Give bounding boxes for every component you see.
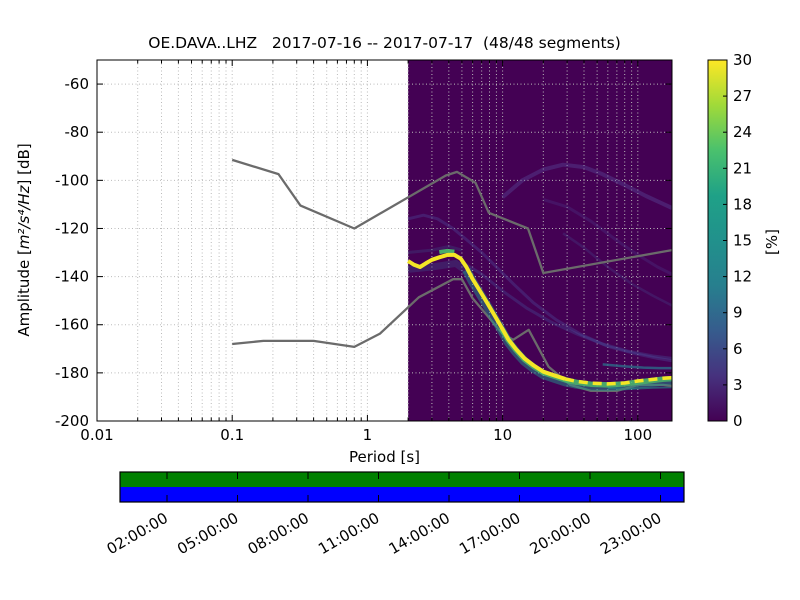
y-tick-label: -60 (65, 75, 90, 93)
x-tick-label: 10 (493, 426, 512, 444)
y-axis-label-units: m²/s⁴/Hz (15, 185, 33, 250)
colorbar-tick-label: 24 (733, 123, 752, 141)
psd-spread-trace (501, 162, 672, 210)
colorbar-tick-label: 18 (733, 195, 752, 213)
timeline-blue-band (120, 487, 684, 502)
ridge-yellow-dashes (564, 375, 672, 386)
colorbar-ticks: 0 3 6 9 12 15 18 21 24 27 30 (723, 51, 752, 430)
axes-border (96, 59, 673, 422)
axes-tick-labels: 0.01 0.1 1 10 100 -60 -80 -100 -120 -140 -160 -180 -… (55, 75, 652, 444)
time-tick-label: 17:00:00 (456, 509, 523, 558)
psd-spread-trace (542, 198, 672, 276)
colorbar-tick-label: 15 (733, 232, 752, 250)
psd-spread-trace (461, 260, 672, 360)
timeline-bar: 02:00:00 05:00:00 08:00:00 11:00:00 14:00:00… (104, 471, 685, 558)
x-tick-label: 100 (623, 426, 652, 444)
y-tick-label: -200 (55, 412, 89, 430)
time-tick-label: 08:00:00 (245, 509, 312, 558)
colorbar-tick-label: 3 (733, 376, 743, 394)
y-tick-label: -120 (55, 219, 89, 237)
x-axis-label: Period [s] (348, 448, 421, 466)
x-tick-label: 1 (363, 426, 373, 444)
colorbar-tick-label: 27 (733, 87, 752, 105)
time-tick-label: 23:00:00 (597, 509, 664, 558)
time-tick-label: 02:00:00 (104, 509, 171, 558)
axes-ticks (96, 60, 672, 422)
histogram-region (408, 60, 672, 421)
colorbar-gradient (708, 60, 727, 421)
psd-spread-trace (602, 363, 672, 370)
plot-title: OE.DAVA..LHZ 2017-07-16 -- 2017-07-17 (4… (148, 34, 621, 52)
psd-spread-trace (562, 232, 672, 307)
psd-spread-trace (407, 213, 672, 363)
colorbar-label: [%] (763, 229, 781, 255)
y-tick-label: -100 (55, 171, 89, 189)
y-tick-label: -160 (55, 316, 89, 334)
psd-spread-trace (438, 248, 455, 255)
x-tick-label: 0.1 (220, 426, 244, 444)
y-tick-label: -180 (55, 364, 89, 382)
colorbar-tick-label: 21 (733, 159, 752, 177)
ridge-yellow-core (407, 252, 566, 381)
y-axis-label: Amplitude [m²/s⁴/Hz] [dB] (15, 143, 33, 336)
y-tick-label: -80 (65, 123, 90, 141)
y-axis-label-suffix: ] [dB] (15, 143, 33, 186)
nhnm-curve (231, 158, 672, 275)
colorbar-tick-label: 9 (733, 304, 743, 322)
psd-spread-trace (407, 245, 463, 254)
psd-mode-ridge (407, 252, 672, 392)
colorbar-tick-label: 6 (733, 340, 743, 358)
time-tick-label: 11:00:00 (315, 509, 382, 558)
y-axis-label-prefix: Amplitude [ (15, 249, 33, 337)
colorbar-tick-label: 0 (733, 412, 743, 430)
colorbar-tick-label: 12 (733, 268, 752, 286)
y-tick-label: -140 (55, 268, 89, 286)
time-tick-label: 20:00:00 (527, 509, 594, 558)
colorbar-tick-label: 30 (733, 51, 752, 69)
timeline-border (119, 471, 685, 503)
time-tick-label: 14:00:00 (386, 509, 453, 558)
timeline-green-band (120, 472, 684, 487)
x-tick-label: 0.01 (80, 426, 113, 444)
time-tick-label: 05:00:00 (174, 509, 241, 558)
plot-grid (97, 60, 672, 421)
